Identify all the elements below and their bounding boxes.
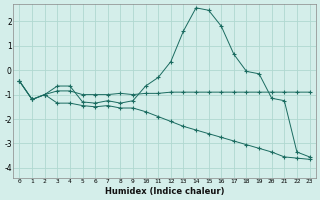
X-axis label: Humidex (Indice chaleur): Humidex (Indice chaleur): [105, 187, 224, 196]
